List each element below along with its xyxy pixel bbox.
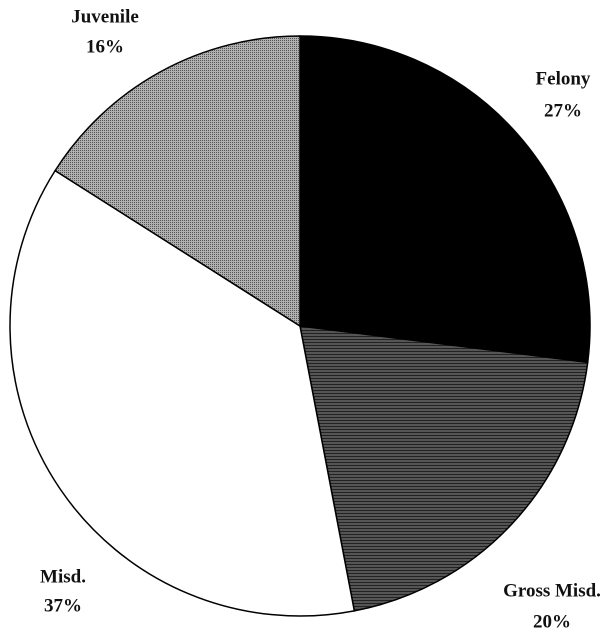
- slice-label: Juvenile: [71, 6, 139, 27]
- pie-slice: [54, 35, 301, 328]
- slice-label: Gross Misd.: [503, 580, 601, 601]
- slice-label: Felony: [536, 68, 591, 89]
- pie-slice: [9, 169, 356, 617]
- pie-slice: [299, 35, 591, 364]
- slice-value-label: 16%: [86, 36, 124, 57]
- slice-value-label: 27%: [544, 100, 582, 121]
- slice-value-label: 37%: [44, 595, 82, 616]
- slice-value-label: 20%: [533, 611, 571, 632]
- slice-label: Misd.: [40, 566, 86, 587]
- pie-slice: [299, 325, 589, 612]
